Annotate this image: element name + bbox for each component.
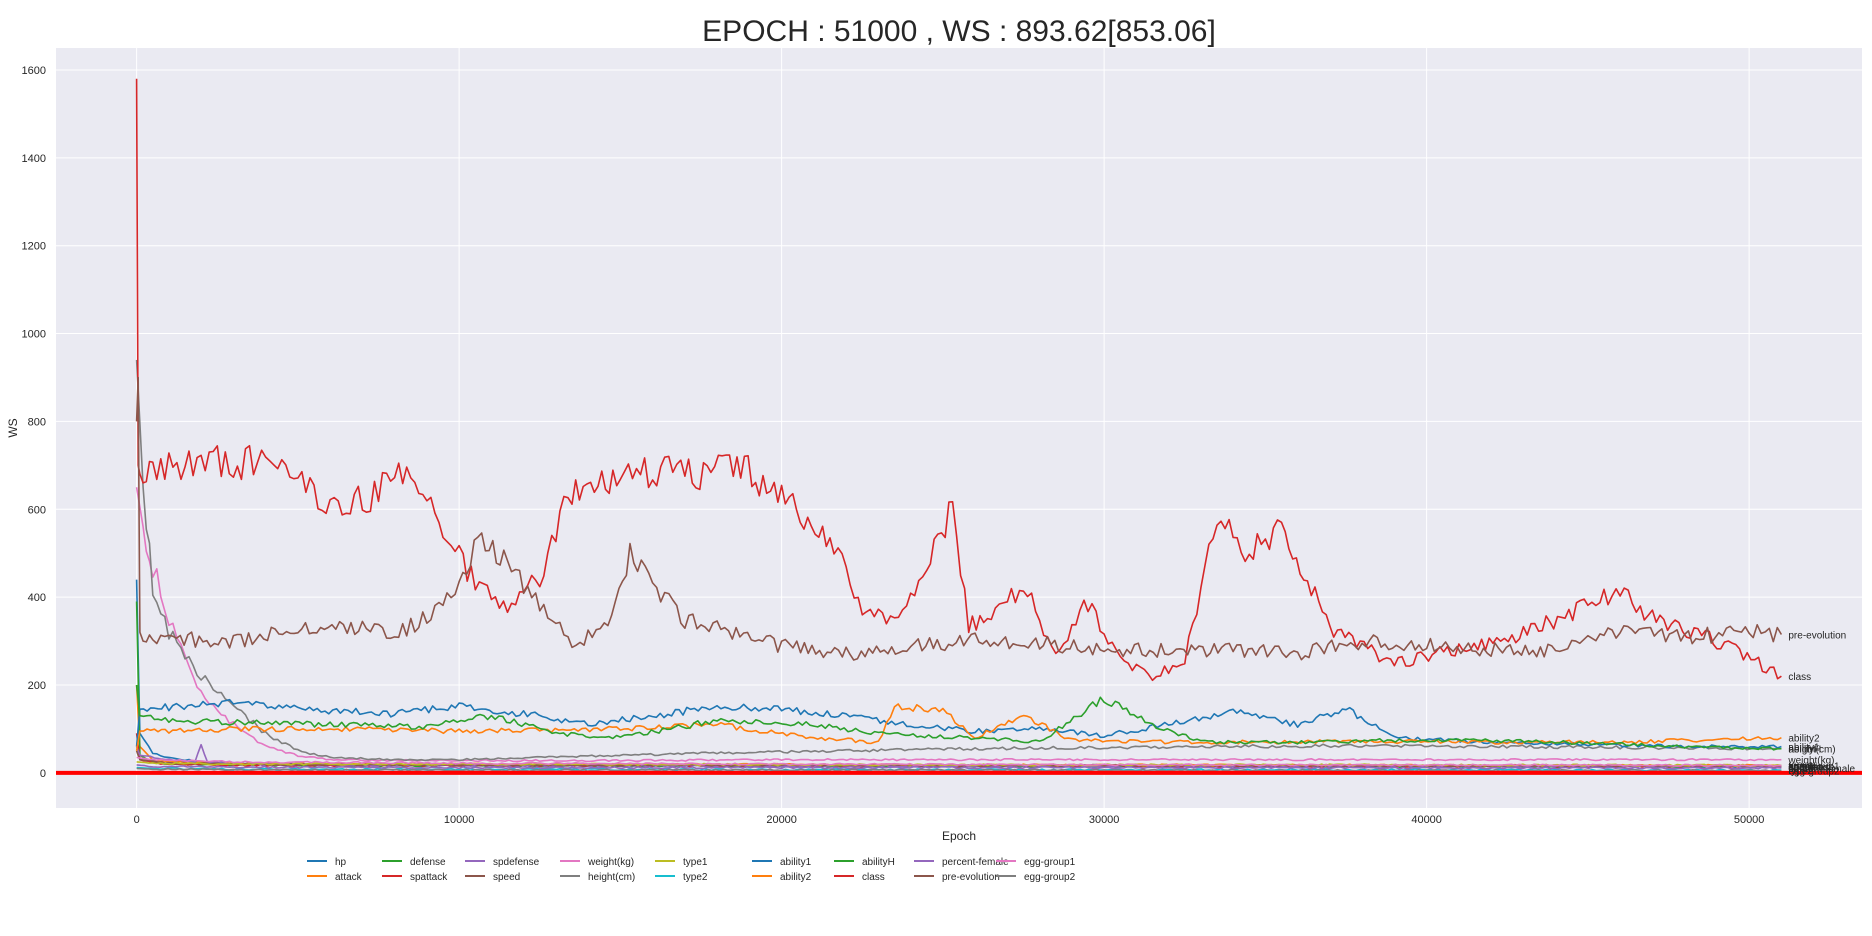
x-tick-label: 20000: [766, 814, 797, 826]
series-end-labels: hpattackdefensespattackspdefensespeedwei…: [1787, 630, 1855, 777]
plot-area: [56, 48, 1862, 808]
end-label-attack: attack: [1788, 761, 1816, 772]
end-label-type1: type1: [1788, 761, 1813, 772]
y-tick-label: 600: [28, 504, 46, 516]
x-tick-label: 40000: [1411, 814, 1442, 826]
series-lines: [135, 78, 1783, 773]
x-axis-label: Epoch: [942, 829, 976, 843]
end-label-spdefense: spdefense: [1788, 762, 1835, 773]
legend-label-egg-group2: egg-group2: [1024, 872, 1076, 883]
end-label-pre-evolution: pre-evolution: [1788, 630, 1846, 641]
y-tick-label: 200: [28, 680, 46, 692]
x-tick-label: 0: [134, 814, 140, 826]
series-line-ability2: [135, 703, 1782, 752]
y-tick-label: 1600: [22, 65, 46, 77]
chart-title: EPOCH : 51000 , WS : 893.62[853.06]: [702, 15, 1216, 48]
legend-label-attack: attack: [335, 872, 363, 883]
end-label-ability2: ability2: [1788, 734, 1820, 745]
y-tick-label: 400: [28, 592, 46, 604]
legend-label-ability1: ability1: [780, 857, 812, 868]
legend-label-spattack: spattack: [410, 872, 448, 883]
y-tick-label: 1000: [22, 329, 46, 341]
series-line-percent-female: [136, 764, 1782, 770]
series-line-height-cm-: [135, 359, 1782, 762]
y-tick-label: 1200: [22, 241, 46, 253]
y-tick-label: 0: [40, 768, 46, 780]
tick-labels: 0 10000 20000 30000 40000 50000 0 200 400 600 800 1…: [22, 65, 1765, 826]
end-label-height-cm-: height(cm): [1788, 745, 1835, 756]
series-line-pre-evolution: [135, 376, 1783, 661]
legend-label-spdefense: spdefense: [493, 857, 540, 868]
x-tick-label: 30000: [1089, 814, 1120, 826]
y-axis-label: WS: [6, 418, 20, 437]
legend-label-pre-evolution: pre-evolution: [942, 872, 1000, 883]
legend-label-abilityh: abilityH: [862, 857, 895, 868]
legend-label-height-cm-: height(cm): [588, 872, 635, 883]
end-label-type2: type2: [1788, 766, 1813, 777]
legend-label-ability2: ability2: [780, 872, 812, 883]
y-tick-label: 1400: [22, 153, 46, 165]
legend: hp attack defense spattack spdefense speed wei…: [307, 857, 1076, 883]
end-label-egg-group2: egg-group2: [1788, 767, 1840, 778]
end-label-percent-female: percent-female: [1788, 764, 1855, 775]
end-label-weight-kg-: weight(kg): [1787, 756, 1834, 767]
x-tick-label: 50000: [1734, 814, 1765, 826]
grid: [56, 48, 1862, 808]
legend-label-class: class: [862, 872, 885, 883]
legend-label-hp: hp: [335, 857, 347, 868]
legend-label-percent-female: percent-female: [942, 857, 1009, 868]
x-tick-label: 10000: [444, 814, 475, 826]
series-line-class: [135, 78, 1782, 682]
legend-label-egg-group1: egg-group1: [1024, 857, 1076, 868]
legend-label-type1: type1: [683, 857, 708, 868]
y-tick-label: 800: [28, 416, 46, 428]
end-label-defense: defense: [1788, 763, 1824, 774]
end-label-class: class: [1788, 672, 1811, 683]
legend-label-type2: type2: [683, 872, 708, 883]
end-label-hp: hp: [1788, 763, 1800, 774]
end-label-speed: speed: [1788, 762, 1815, 773]
series-line-egg-group1: [136, 756, 1782, 768]
end-label-ability1: ability1: [1788, 742, 1820, 753]
legend-label-speed: speed: [493, 872, 520, 883]
series-line-abilityh: [135, 684, 1782, 751]
end-label-spattack: spattack: [1788, 762, 1826, 773]
legend-label-weight-kg-: weight(kg): [587, 857, 634, 868]
legend-label-defense: defense: [410, 857, 446, 868]
end-label-egg-group1: egg-group1: [1788, 761, 1840, 772]
end-label-abilityh: abilityH: [1788, 745, 1821, 756]
